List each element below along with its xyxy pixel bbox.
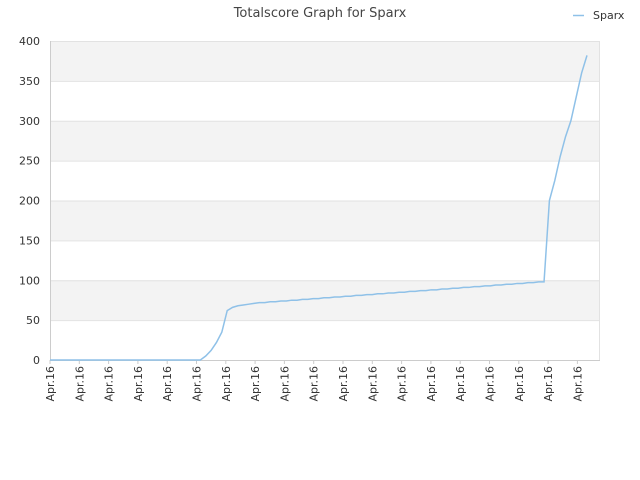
y-tick-label: 250 [19,155,40,168]
gridlines [50,41,600,361]
x-tick-label: Apr.16 [191,366,204,402]
y-tick-label: 200 [19,195,40,208]
x-tick-label: Apr.16 [513,366,526,402]
x-tick-label: Apr.16 [366,366,379,402]
y-tick-label: 350 [19,75,40,88]
y-tick-label: 400 [19,35,40,48]
x-tick-label: Apr.16 [337,366,350,402]
y-tick-label: 100 [19,274,40,287]
y-tick-label: 50 [26,314,40,327]
legend: Sparx [573,9,625,22]
x-tick-label: Apr.16 [571,366,584,402]
x-tick-label: Apr.16 [44,366,57,402]
y-tick-label: 300 [19,115,40,128]
series-group [50,55,588,361]
plot-band [50,200,600,241]
plot-band [50,280,600,321]
plot-band [50,240,600,281]
x-tick-label: Apr.16 [542,366,555,402]
x-tick-label: Apr.16 [308,366,321,402]
plot-band [50,120,600,161]
x-tick-label: Apr.16 [220,366,233,402]
y-axis-ticks: 0 50 100 150 200 250 300 350 400 [19,35,40,367]
plot-band [50,41,600,81]
x-tick-label: Apr.16 [396,366,409,402]
plot-band [50,80,600,121]
series-line-sparx [50,55,588,361]
legend-label-sparx: Sparx [593,9,625,22]
chart-title: Totalscore Graph for Sparx [233,6,407,21]
x-tick-label: Apr.16 [161,366,174,402]
plot-band [50,320,600,360]
x-tick-label: Apr.16 [132,366,145,402]
x-tick-label: Apr.16 [103,366,116,402]
x-tick-label: Apr.16 [249,366,262,402]
x-tick-label: Apr.16 [278,366,291,402]
x-axis-ticks: Apr.16 Apr.16 Apr.16 Apr.16 Apr.16 Apr.16 Apr.… [44,360,584,402]
plot-background [50,41,600,360]
x-tick-label: Apr.16 [484,366,497,402]
x-tick-label: Apr.16 [425,366,438,402]
x-tick-label: Apr.16 [73,366,86,402]
x-tick-label: Apr.16 [454,366,467,402]
plot-band [50,160,600,201]
y-tick-label: 0 [33,354,40,367]
y-tick-label: 150 [19,234,40,247]
